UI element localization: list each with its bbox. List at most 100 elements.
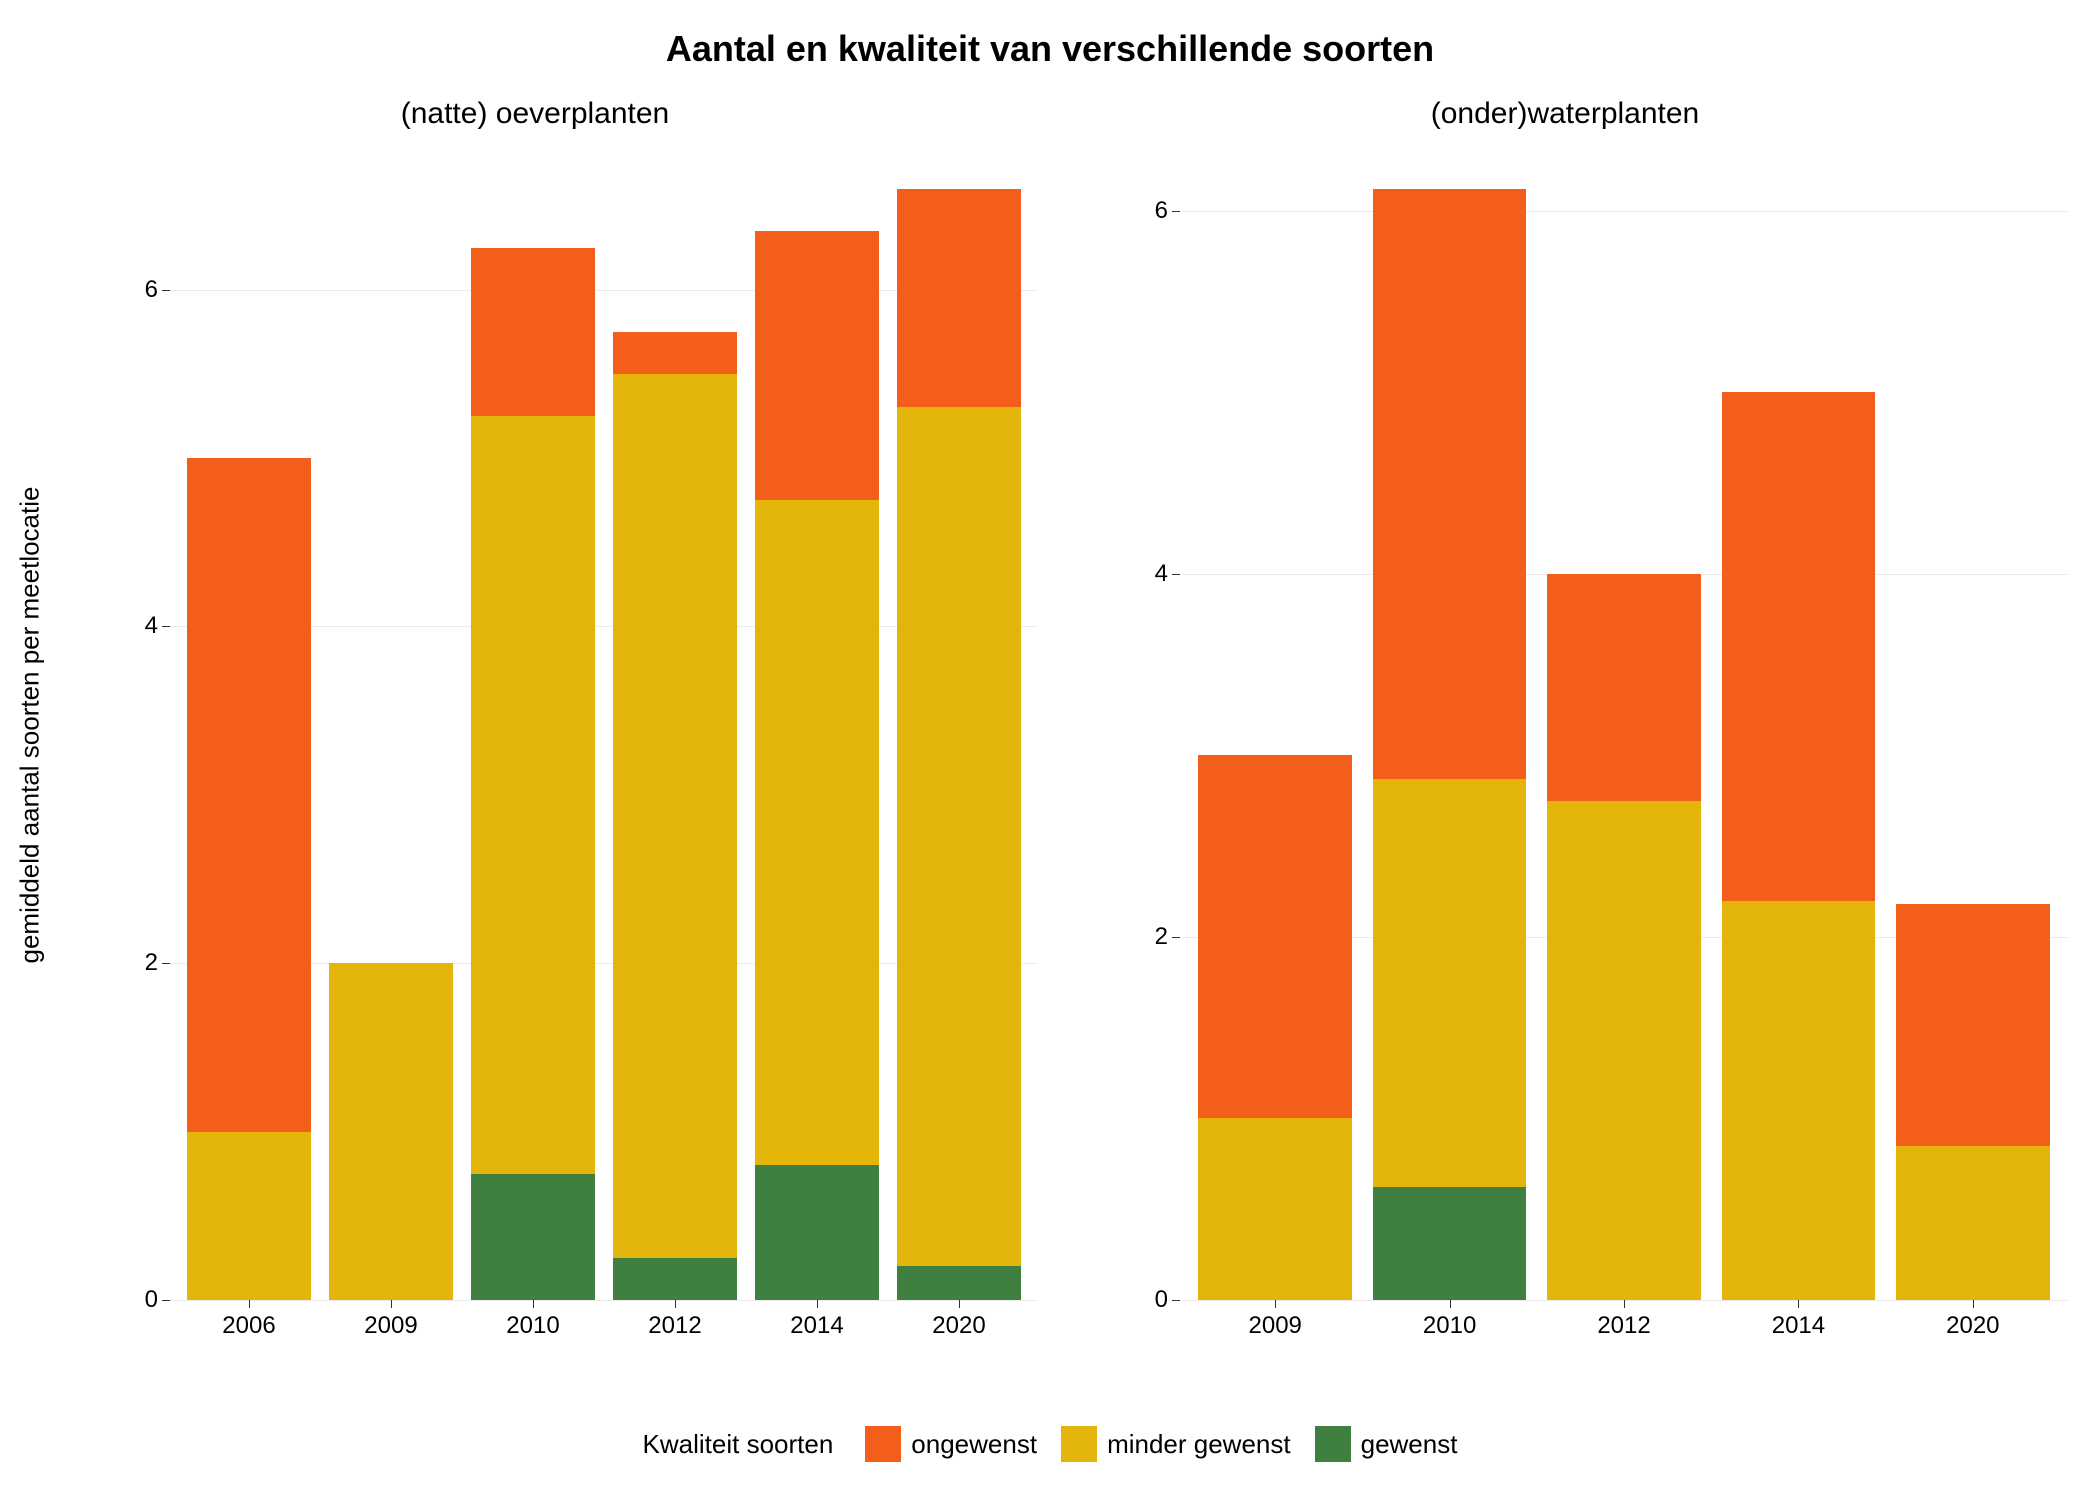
x-tick-label: 2009 <box>364 1312 417 1340</box>
x-tick-label: 2014 <box>790 1312 843 1340</box>
plot-outer-left: 0246 <box>20 138 1050 1300</box>
y-tick-mark <box>1172 211 1180 212</box>
legend-swatch-ongewenst <box>865 1426 901 1462</box>
x-axis-right: 2009 2010 2012 2014 2020 <box>1180 1300 2068 1360</box>
bar-segment-ongewenst <box>1722 392 1875 900</box>
bar-segment-minder-gewenst <box>1547 801 1700 1300</box>
y-tick-mark <box>162 626 170 627</box>
x-tick-label: 2010 <box>1423 1312 1476 1340</box>
stacked-bar <box>329 963 454 1300</box>
bar-segment-ongewenst <box>1373 189 1526 779</box>
x-tick-mark <box>1624 1300 1625 1308</box>
x-tick: 2014 <box>746 1300 888 1360</box>
x-tick-label: 2020 <box>1946 1312 1999 1340</box>
legend-swatch-gewenst <box>1315 1426 1351 1462</box>
bar-row-right <box>1180 138 2068 1300</box>
panel-oeverplanten: (natte) oeverplanten 0246 20062009201020… <box>20 90 1050 1360</box>
x-tick-mark <box>533 1300 534 1308</box>
x-tick-label: 2020 <box>932 1312 985 1340</box>
bar-segment-gewenst <box>1373 1187 1526 1300</box>
stacked-bar <box>1896 904 2049 1300</box>
legend-title: Kwaliteit soorten <box>643 1429 834 1460</box>
x-tick: 2012 <box>604 1300 746 1360</box>
panels-container: gemiddeld aantal soorten per meetlocatie… <box>20 90 2080 1360</box>
bar-segment-gewenst <box>613 1258 738 1300</box>
x-tick-label: 2012 <box>1597 1312 1650 1340</box>
bar-segment-gewenst <box>755 1165 880 1300</box>
bar-slot <box>888 138 1030 1300</box>
bar-slot <box>604 138 746 1300</box>
y-tick-mark <box>1172 574 1180 575</box>
bar-slot <box>178 138 320 1300</box>
y-tick-mark <box>1172 1300 1180 1301</box>
bar-segment-ongewenst <box>471 248 596 416</box>
bar-segment-minder-gewenst <box>755 500 880 1165</box>
y-tick-mark <box>162 963 170 964</box>
legend-label-gewenst: gewenst <box>1361 1429 1458 1460</box>
stacked-bar <box>1722 392 1875 1300</box>
bar-slot <box>1711 138 1885 1300</box>
bar-segment-minder-gewenst <box>329 963 454 1300</box>
bar-segment-minder-gewenst <box>897 407 1022 1266</box>
plot-outer-right: 0246 <box>1050 138 2080 1300</box>
y-axis-right: 0246 <box>1120 138 1180 1300</box>
x-tick: 2012 <box>1537 1300 1711 1360</box>
stacked-bar <box>897 189 1022 1300</box>
bar-segment-gewenst <box>471 1174 596 1300</box>
x-axis-left: 2006 2009 2010 2012 2014 2020 <box>170 1300 1038 1360</box>
bar-slot <box>1188 138 1362 1300</box>
bar-row-left <box>170 138 1038 1300</box>
stacked-bar <box>1198 755 1351 1300</box>
legend-label-minder-gewenst: minder gewenst <box>1107 1429 1291 1460</box>
x-tick-mark <box>1973 1300 1974 1308</box>
y-tick-mark <box>1172 937 1180 938</box>
stacked-bar <box>613 332 738 1300</box>
figure: Aantal en kwaliteit van verschillende so… <box>20 20 2080 1480</box>
x-tick: 2006 <box>178 1300 320 1360</box>
legend-item-ongewenst: ongewenst <box>865 1426 1037 1462</box>
plot-area-left <box>170 138 1038 1300</box>
bar-segment-minder-gewenst <box>471 416 596 1174</box>
x-tick-mark <box>249 1300 250 1308</box>
x-tick-label: 2009 <box>1249 1312 1302 1340</box>
bar-segment-minder-gewenst <box>1373 779 1526 1188</box>
y-tick-label: 4 <box>1155 560 1168 588</box>
bar-segment-minder-gewenst <box>187 1132 312 1300</box>
stacked-bar <box>755 231 880 1300</box>
bar-slot <box>1886 138 2060 1300</box>
x-tick: 2010 <box>1362 1300 1536 1360</box>
x-tick-label: 2010 <box>506 1312 559 1340</box>
bar-segment-ongewenst <box>613 332 738 374</box>
y-tick-label: 2 <box>1155 923 1168 951</box>
x-tick-mark <box>1450 1300 1451 1308</box>
y-tick-label: 0 <box>1155 1286 1168 1314</box>
bar-segment-minder-gewenst <box>613 374 738 1258</box>
bar-segment-ongewenst <box>1547 574 1700 801</box>
bar-segment-minder-gewenst <box>1896 1146 2049 1300</box>
bar-segment-gewenst <box>897 1266 1022 1300</box>
x-tick: 2009 <box>320 1300 462 1360</box>
x-tick: 2009 <box>1188 1300 1362 1360</box>
y-axis-left: 0246 <box>110 138 170 1300</box>
y-tick-label: 6 <box>1155 197 1168 225</box>
panel-waterplanten: (onder)waterplanten 0246 200920102012201… <box>1050 90 2080 1360</box>
bar-segment-ongewenst <box>897 189 1022 408</box>
y-tick-mark <box>162 290 170 291</box>
x-tick-label: 2012 <box>648 1312 701 1340</box>
legend: Kwaliteit soorten ongewenst minder gewen… <box>20 1426 2080 1462</box>
bar-slot <box>1362 138 1536 1300</box>
bar-slot <box>1537 138 1711 1300</box>
legend-label-ongewenst: ongewenst <box>911 1429 1037 1460</box>
x-tick-label: 2014 <box>1772 1312 1825 1340</box>
x-tick-mark <box>391 1300 392 1308</box>
y-tick-label: 6 <box>145 276 158 304</box>
legend-item-gewenst: gewenst <box>1315 1426 1458 1462</box>
x-tick: 2020 <box>1886 1300 2060 1360</box>
y-tick-label: 0 <box>145 1286 158 1314</box>
bar-segment-minder-gewenst <box>1722 901 1875 1300</box>
stacked-bar <box>471 247 596 1300</box>
panel-title-left: (natte) oeverplanten <box>20 90 1050 138</box>
bar-segment-ongewenst <box>1198 755 1351 1118</box>
stacked-bar <box>187 458 312 1300</box>
bar-segment-ongewenst <box>755 231 880 500</box>
